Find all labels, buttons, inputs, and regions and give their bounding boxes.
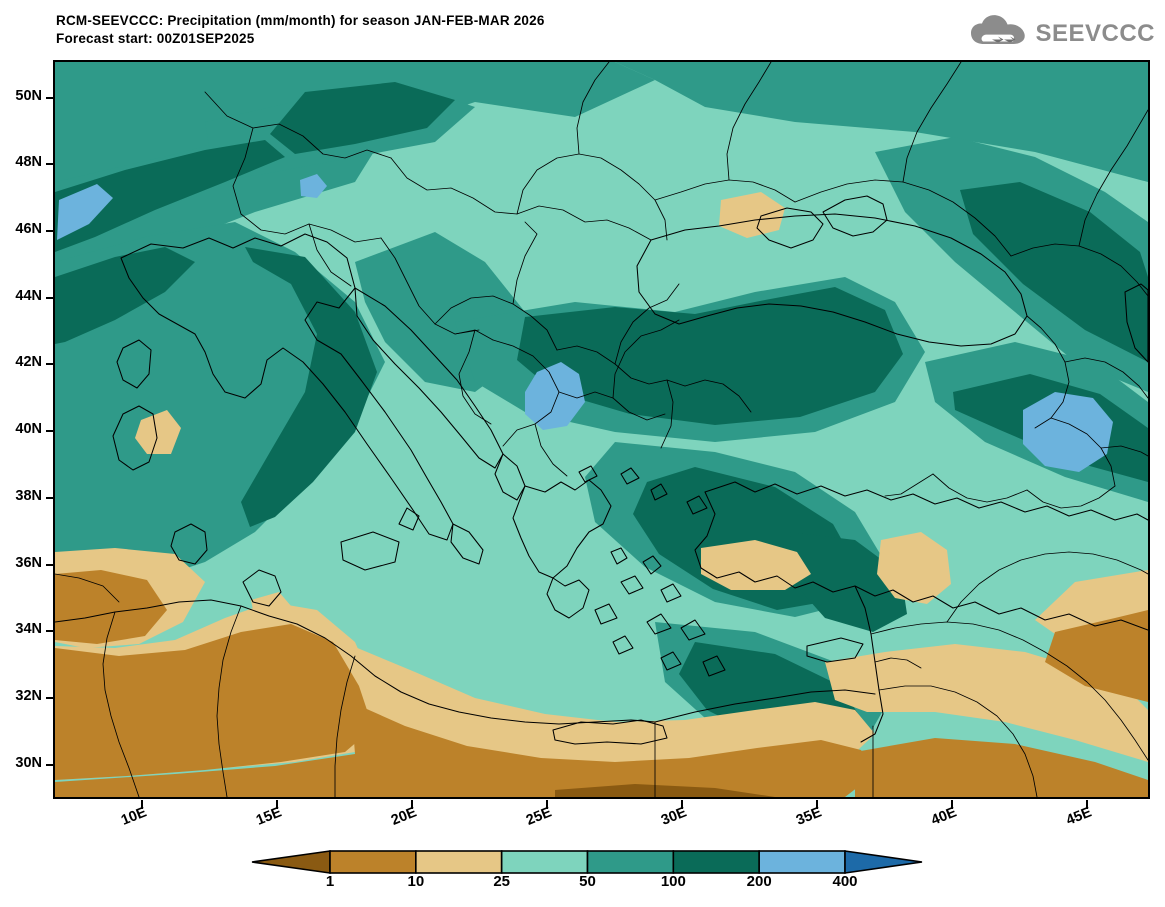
x-axis-label: 40E — [929, 804, 959, 829]
x-axis-label: 30E — [659, 804, 689, 829]
y-axis-label: 50N — [15, 88, 42, 104]
colorbar-tick-label: 200 — [746, 873, 772, 890]
y-axis-tick — [46, 764, 55, 766]
x-axis-tick — [951, 800, 953, 809]
x-axis-label: 20E — [389, 804, 419, 829]
cloud-icon — [970, 14, 1028, 53]
y-axis-tick — [46, 297, 55, 299]
colorbar-bin — [672, 850, 760, 874]
precipitation-map[interactable] — [53, 60, 1150, 799]
y-axis-tick — [46, 230, 55, 232]
y-axis-tick — [46, 97, 55, 99]
colorbar-tick-label: 1 — [325, 873, 335, 890]
y-axis-tick — [46, 430, 55, 432]
x-axis-tick — [1086, 800, 1088, 809]
y-axis-label: 36N — [15, 555, 42, 571]
logo-text: SEEVCCC — [1035, 19, 1155, 47]
colorbar-bin — [415, 850, 503, 874]
y-axis-label: 44N — [15, 288, 42, 304]
colorbar-tick-label: 400 — [832, 873, 858, 890]
x-axis-tick — [141, 800, 143, 809]
x-axis-label: 25E — [524, 804, 554, 829]
x-axis-label: 45E — [1064, 804, 1094, 829]
colorbar[interactable]: 1 10 25 50 100 200 400 — [0, 845, 1165, 907]
y-axis-tick — [46, 363, 55, 365]
colorbar-bin — [758, 850, 846, 874]
x-axis-tick — [816, 800, 818, 809]
y-axis-label: 32N — [15, 688, 42, 704]
x-axis-tick — [546, 800, 548, 809]
seevccc-logo: SEEVCCC — [970, 14, 1155, 53]
colorbar-bin — [329, 850, 417, 874]
y-axis-label: 42N — [15, 354, 42, 370]
colorbar-tick-label: 25 — [493, 873, 510, 890]
y-axis-label: 38N — [15, 488, 42, 504]
y-axis-tick — [46, 564, 55, 566]
y-axis-tick — [46, 497, 55, 499]
y-axis-label: 30N — [15, 755, 42, 771]
colorbar-tick-label: 10 — [407, 873, 425, 890]
y-axis-label: 48N — [15, 154, 42, 170]
colorbar-bin — [586, 850, 675, 874]
x-axis-label: 35E — [794, 804, 824, 829]
forecast-start-label: Forecast start: 00Z01SEP2025 — [56, 30, 255, 46]
x-axis-label: 10E — [119, 804, 149, 829]
y-axis-tick — [46, 697, 55, 699]
chart-title-block: RCM-SEEVCCC: Precipitation (mm/month) fo… — [56, 12, 545, 47]
y-axis-label: 34N — [15, 621, 42, 637]
colorbar-tick-label: 50 — [579, 873, 596, 890]
x-axis-tick — [411, 800, 413, 809]
map-canvas — [55, 62, 1148, 797]
colorbar-bin — [500, 850, 589, 874]
x-axis-tick — [681, 800, 683, 809]
x-axis-label: 15E — [254, 804, 284, 829]
colorbar-bin-under — [251, 850, 331, 874]
y-axis-tick — [46, 630, 55, 632]
colorbar-bin-over — [844, 850, 923, 874]
colorbar-swatches — [251, 850, 923, 874]
page-title: RCM-SEEVCCC: Precipitation (mm/month) fo… — [56, 13, 545, 28]
y-axis-tick — [46, 163, 55, 165]
colorbar-tick-label: 100 — [660, 873, 686, 890]
y-axis-label: 46N — [15, 221, 42, 237]
y-axis-label: 40N — [15, 421, 42, 437]
x-axis-tick — [276, 800, 278, 809]
